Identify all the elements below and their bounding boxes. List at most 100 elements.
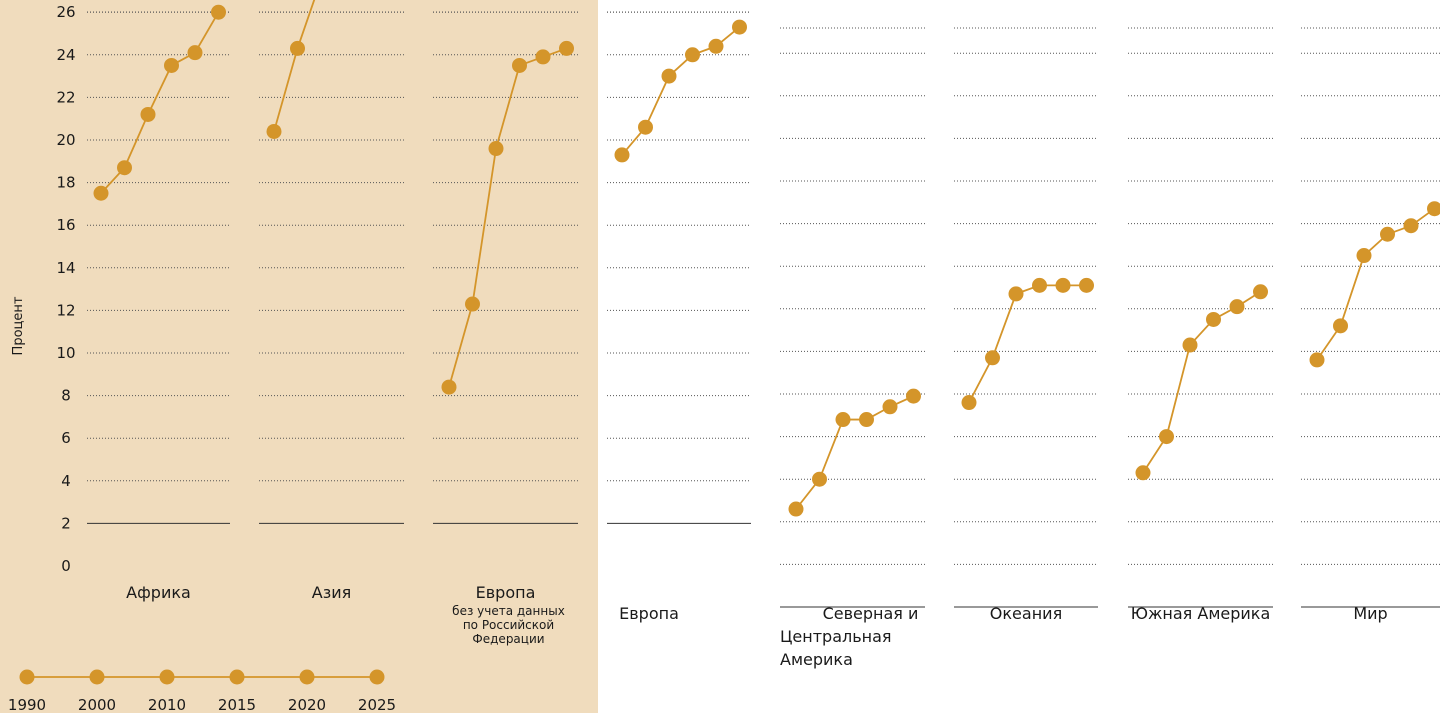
data-point (290, 40, 305, 56)
panel-label: Азия (312, 583, 351, 602)
legend-point (89, 669, 105, 685)
data-point (211, 4, 226, 20)
legend-point (19, 669, 35, 685)
data-point (1403, 218, 1419, 234)
year-label: 2000 (78, 696, 116, 713)
data-point (512, 57, 527, 73)
data-point (1309, 352, 1325, 368)
y-tick-label: 2 (61, 514, 71, 532)
data-point (1427, 201, 1440, 217)
data-point (164, 57, 179, 73)
data-point (1055, 277, 1071, 293)
data-point (906, 388, 921, 404)
data-point (1356, 248, 1372, 264)
panel-label: Америка (780, 650, 853, 669)
panel-label: Европа (619, 604, 679, 623)
series-line (795, 395, 914, 510)
data-point (1182, 337, 1198, 353)
data-point (638, 119, 653, 135)
legend-point (299, 669, 315, 685)
data-point (488, 141, 504, 157)
panel (433, 11, 578, 524)
y-tick-label: 26 (56, 3, 75, 21)
data-point (1008, 286, 1024, 302)
data-point (1206, 311, 1221, 327)
series-line (273, 0, 316, 132)
panel (607, 11, 751, 524)
data-point (1380, 226, 1395, 242)
data-point (859, 412, 874, 428)
panel-label: Европа (476, 583, 536, 602)
data-point (266, 123, 282, 139)
panel-note: Федерации (472, 632, 544, 646)
data-point (117, 160, 132, 176)
data-point (1079, 277, 1094, 293)
y-tick-label: 10 (56, 344, 75, 362)
year-label: 2025 (358, 696, 396, 713)
y-tick-label: 4 (61, 472, 71, 490)
y-tick-label: 14 (56, 259, 75, 277)
data-point (985, 350, 1000, 366)
year-label: 2015 (218, 696, 256, 713)
shaded-background (0, 0, 598, 713)
panel-label: Северная и (823, 604, 919, 623)
y-axis-title: Процент (11, 296, 26, 355)
data-point (1229, 299, 1245, 315)
data-point (1333, 318, 1348, 334)
y-tick-label: 12 (56, 301, 75, 319)
data-point (93, 185, 109, 201)
year-label: 2020 (288, 696, 326, 713)
y-tick-label: 24 (56, 46, 75, 64)
data-point (708, 38, 724, 54)
data-point (685, 47, 700, 63)
y-tick-label: 22 (56, 88, 75, 106)
data-point (187, 45, 203, 61)
data-point (1135, 465, 1151, 481)
data-point (961, 395, 977, 411)
panel-label: Африка (126, 583, 191, 602)
y-tick-label: 18 (56, 174, 75, 192)
legend-point (159, 669, 175, 685)
panel-label: Мир (1353, 604, 1387, 623)
data-point (835, 412, 851, 428)
series-line (1316, 207, 1436, 361)
panel-note: по Российской (463, 618, 554, 632)
panel-note: без учета данных (452, 604, 565, 618)
legend-point (229, 669, 245, 685)
series-line (1142, 291, 1261, 474)
year-label: 2010 (148, 696, 186, 713)
data-point (1253, 284, 1268, 300)
data-point (882, 399, 898, 415)
data-point (661, 68, 677, 84)
y-tick-label: 16 (56, 216, 75, 234)
data-point (788, 501, 804, 517)
y-tick-label: 0 (61, 557, 71, 575)
panel (954, 27, 1098, 608)
year-label: 1990 (8, 696, 46, 713)
data-point (441, 379, 457, 395)
panel (87, 4, 230, 524)
data-point (140, 106, 156, 122)
data-point (1032, 277, 1047, 293)
panel-label: Центральная (780, 627, 892, 646)
y-tick-label: 8 (61, 387, 71, 405)
data-point (732, 19, 747, 35)
data-point (812, 471, 827, 487)
data-point (535, 49, 551, 65)
panel-label: Южная Америка (1131, 604, 1271, 623)
data-point (614, 147, 630, 163)
panel-label: Океания (990, 604, 1062, 623)
y-tick-label: 6 (61, 429, 71, 447)
data-point (465, 296, 480, 312)
panel (1128, 27, 1273, 608)
panel (780, 27, 925, 608)
panel (259, 0, 404, 524)
series-line (448, 47, 567, 388)
panel (1301, 27, 1440, 608)
series-line (968, 284, 1087, 403)
data-point (559, 40, 574, 56)
y-tick-label: 20 (56, 131, 75, 149)
data-point (1159, 429, 1174, 445)
legend-point (369, 669, 385, 685)
